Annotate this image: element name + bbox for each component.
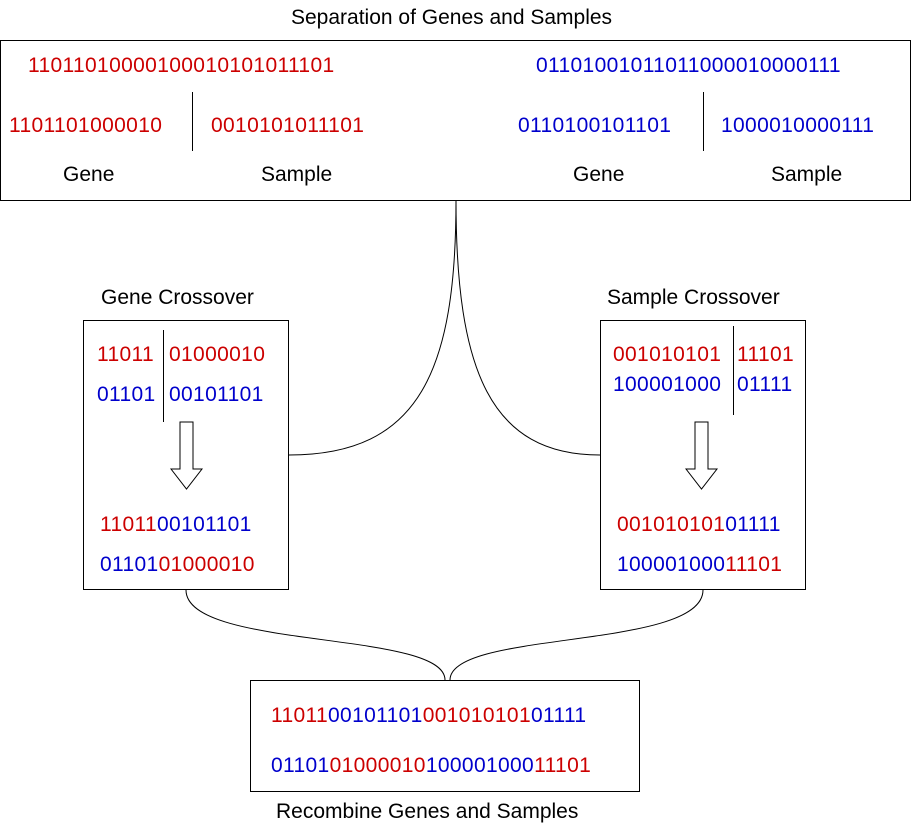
sample-cut-point <box>733 326 734 415</box>
sample-row1-tail: 11101 <box>737 343 795 366</box>
gene-child2: 0110101000010 <box>100 554 255 575</box>
connector-gene-to-recombine <box>185 589 446 681</box>
right-parent-full: 01101001011011000010000111 <box>536 54 841 77</box>
recombined-child2: 011010100001010000100011101 <box>271 755 591 776</box>
sample-child2: 10000100011101 <box>617 554 782 575</box>
sample-child2-from-red: 11101 <box>725 553 783 576</box>
left-gene-label: Gene <box>63 163 115 186</box>
recombined-child1-part2: 00101101 <box>328 704 423 727</box>
down-arrow-icon <box>685 421 719 490</box>
left-split-divider <box>192 92 193 151</box>
recombined-child1-part1: 11011 <box>271 704 329 727</box>
gene-child1-from-blue: 00101101 <box>157 513 252 536</box>
right-split-divider <box>703 92 704 151</box>
left-sample-label: Sample <box>261 163 333 186</box>
sample-crossover-box: 001010101 11101 100001000 01111 00101010… <box>600 320 806 590</box>
recombined-child2-part4: 11101 <box>534 754 592 777</box>
gene-crossover-box: 11011 01000010 01101 00101101 1101100101… <box>83 320 289 590</box>
right-sample-label: Sample <box>771 163 843 186</box>
sample-child2-from-blue: 100001000 <box>617 553 726 576</box>
recombine-title: Recombine Genes and Samples <box>276 800 579 823</box>
gene-child1: 1101100101101 <box>100 514 252 535</box>
sample-row2-tail: 01111 <box>737 373 793 396</box>
left-parent-full: 11011010000100010101011101 <box>28 54 335 77</box>
left-parent-sample: 0010101011101 <box>211 114 365 137</box>
connector-to-sample-crossover <box>455 199 601 456</box>
gene-row2-head: 01101 <box>97 383 156 406</box>
connector-sample-to-recombine <box>449 589 704 681</box>
sample-child1: 00101010101111 <box>617 514 781 535</box>
gene-row2-tail: 00101101 <box>169 383 264 406</box>
recombined-child2-part2: 01000010 <box>329 754 426 777</box>
gene-row1-head: 11011 <box>97 343 155 366</box>
right-parent-sample: 1000010000111 <box>721 114 875 137</box>
separation-box: 11011010000100010101011101 1101101000010… <box>0 40 911 201</box>
recombined-child2-part3: 100001000 <box>425 754 535 777</box>
recombined-child2-part1: 01101 <box>271 754 330 777</box>
recombined-child1: 110110010110100101010101111 <box>271 705 586 726</box>
down-arrow-icon <box>170 421 204 490</box>
left-parent-gene: 1101101000010 <box>9 114 163 137</box>
recombine-box: 110110010110100101010101111 011010100001… <box>250 680 640 792</box>
sample-row2-head: 100001000 <box>613 373 722 396</box>
gene-child2-from-red: 01000010 <box>158 553 255 576</box>
gene-cut-point <box>163 330 164 422</box>
right-gene-label: Gene <box>573 163 625 186</box>
separation-title: Separation of Genes and Samples <box>291 6 613 29</box>
gene-crossover-title: Gene Crossover <box>101 286 254 309</box>
gene-row1-tail: 01000010 <box>169 343 266 366</box>
gene-child2-from-blue: 01101 <box>100 553 159 576</box>
recombined-child1-part4: 01111 <box>530 704 587 727</box>
sample-crossover-title: Sample Crossover <box>607 286 780 309</box>
sample-child1-from-red: 001010101 <box>617 513 726 536</box>
recombined-child1-part3: 001010101 <box>422 704 531 727</box>
sample-row1-head: 001010101 <box>613 343 722 366</box>
connector-to-gene-crossover <box>288 199 457 456</box>
right-parent-gene: 0110100101101 <box>518 114 672 137</box>
sample-child1-from-blue: 01111 <box>725 513 781 536</box>
gene-child1-from-red: 11011 <box>100 513 158 536</box>
